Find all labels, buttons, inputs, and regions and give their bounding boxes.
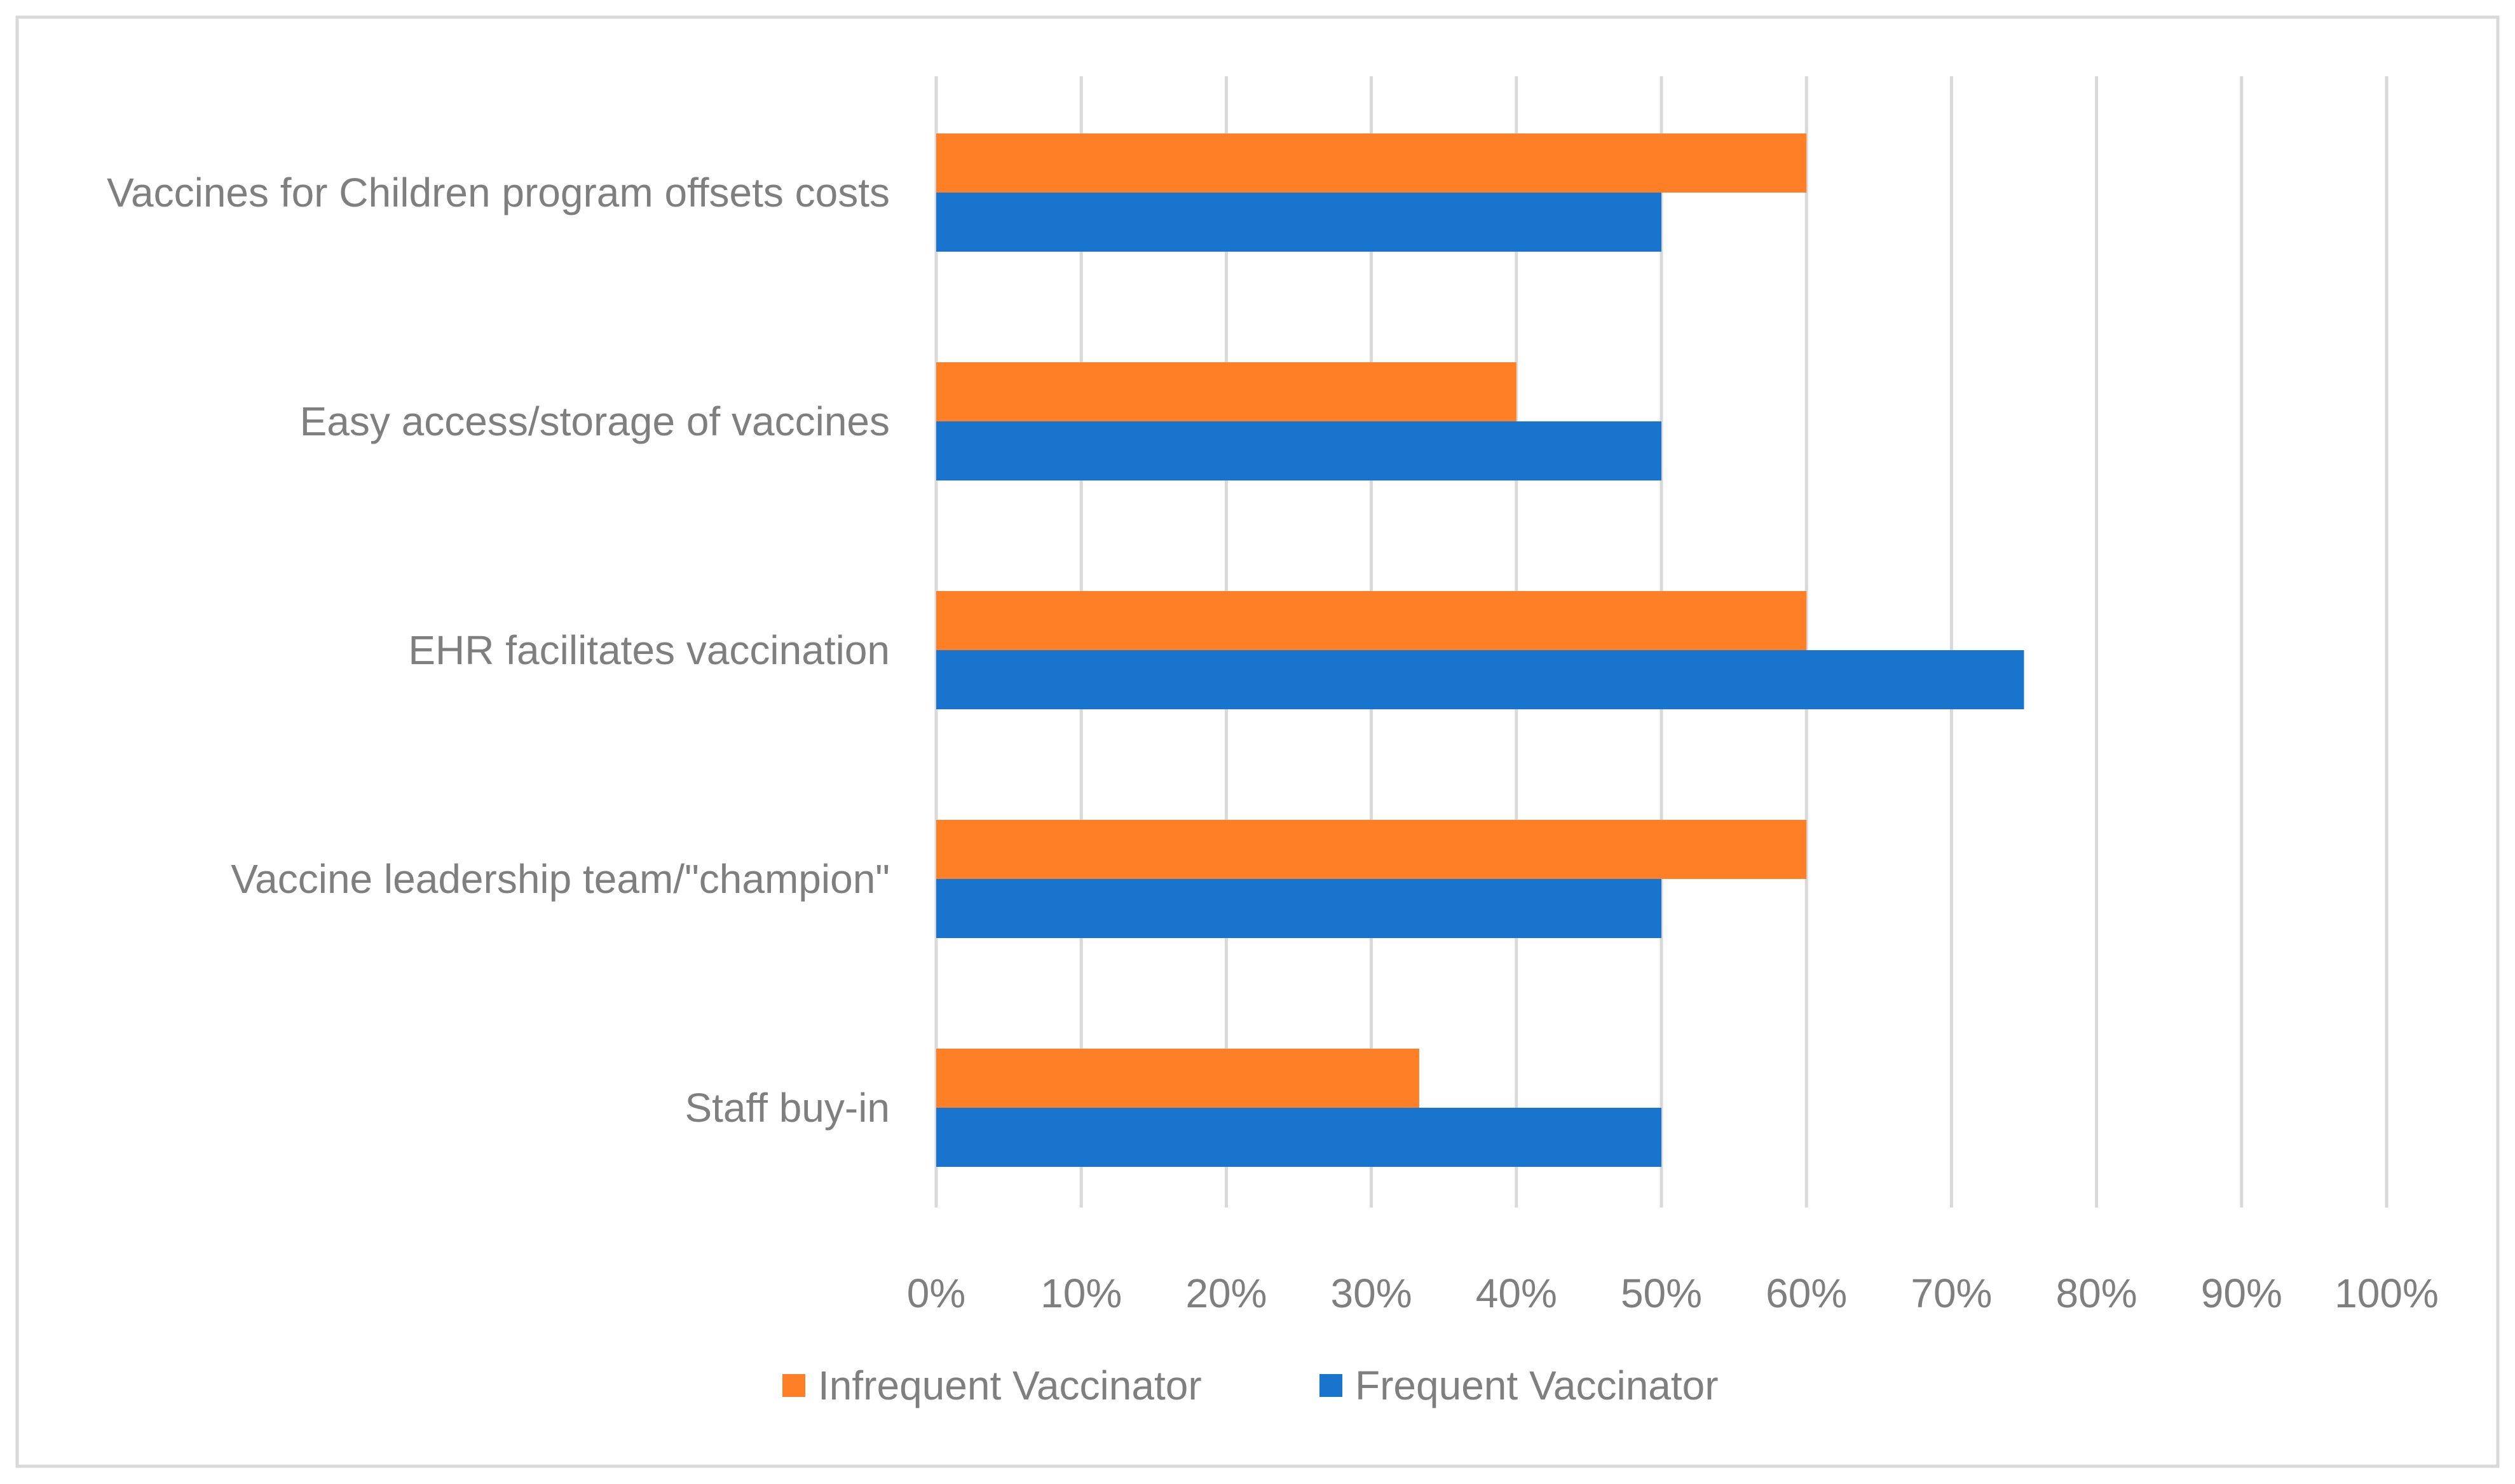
x-tick-label: 80% (2056, 1270, 2137, 1316)
legend-swatch-infrequent (782, 1374, 805, 1397)
bar-frequent-0 (936, 193, 1661, 252)
x-tick-label: 100% (2334, 1270, 2439, 1316)
x-axis-tick-labels: 0% 10% 20% 30% 40% 50% 60% 70% 80% 90% 100% (907, 1270, 2439, 1316)
legend-swatch-frequent (1319, 1374, 1342, 1397)
legend: Infrequent Vaccinator Frequent Vaccinator (782, 1363, 1719, 1408)
bar-infrequent-2 (936, 591, 1807, 650)
category-label: Vaccine leadership team/"champion" (231, 856, 890, 902)
category-label: Vaccines for Children program offsets co… (107, 170, 890, 215)
bar-infrequent-0 (936, 133, 1807, 193)
x-tick-label: 50% (1621, 1270, 1702, 1316)
category-label: EHR facilitates vaccination (408, 627, 890, 673)
bar-frequent-3 (936, 879, 1661, 938)
bar-infrequent-4 (936, 1049, 1419, 1108)
category-label: Easy access/storage of vaccines (300, 398, 890, 444)
bar-infrequent-3 (936, 820, 1807, 879)
x-tick-label: 60% (1766, 1270, 1847, 1316)
x-tick-label: 20% (1185, 1270, 1267, 1316)
x-tick-label: 70% (1911, 1270, 1992, 1316)
x-tick-label: 0% (907, 1270, 966, 1316)
gridlines (934, 76, 2389, 1208)
bars (936, 133, 2024, 1167)
legend-label-infrequent: Infrequent Vaccinator (818, 1363, 1202, 1408)
legend-label-frequent: Frequent Vaccinator (1355, 1363, 1719, 1408)
bar-frequent-2 (936, 650, 2024, 709)
bar-infrequent-1 (936, 362, 1516, 421)
x-tick-label: 90% (2201, 1270, 2282, 1316)
category-labels: Vaccines for Children program offsets co… (107, 170, 890, 1131)
bar-frequent-1 (936, 421, 1661, 480)
category-label: Staff buy-in (685, 1085, 890, 1131)
x-tick-label: 40% (1476, 1270, 1557, 1316)
chart-border (15, 15, 2500, 1468)
x-tick-label: 10% (1040, 1270, 1122, 1316)
x-tick-label: 30% (1331, 1270, 1412, 1316)
bar-frequent-4 (936, 1108, 1661, 1167)
